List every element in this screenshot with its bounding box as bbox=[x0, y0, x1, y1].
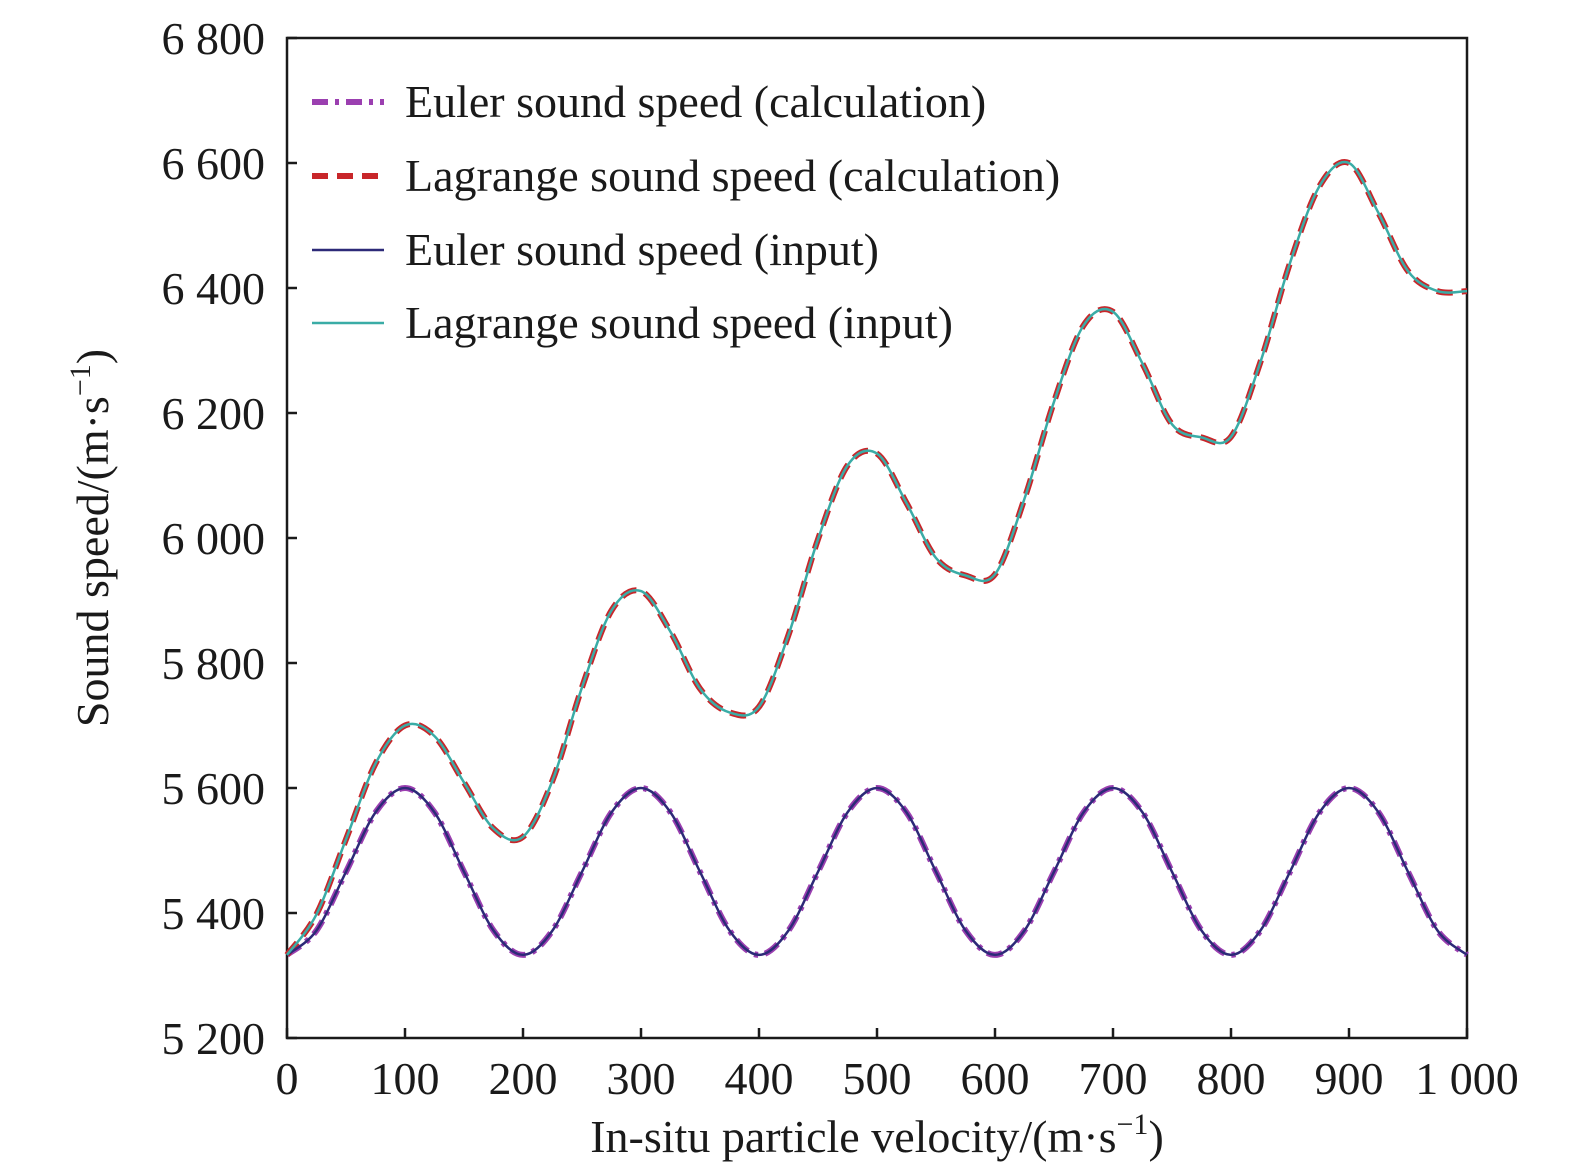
legend-label-4: Lagrange sound speed (input) bbox=[405, 297, 953, 348]
x-axis-title: In-situ particle velocity/(m·s−1) bbox=[590, 1108, 1164, 1162]
y-tick-label: 6 800 bbox=[162, 13, 266, 64]
series-line-3 bbox=[286, 786, 1468, 957]
x-tick-label: 200 bbox=[489, 1053, 558, 1104]
x-tick-label: 600 bbox=[961, 1053, 1030, 1104]
series-line-2 bbox=[284, 159, 1468, 957]
y-axis-title: Sound speed/(m·s−1) bbox=[64, 349, 118, 727]
x-tick-label: 300 bbox=[607, 1053, 676, 1104]
y-tick-label: 5 200 bbox=[162, 1013, 266, 1064]
x-axis: 0 100 200 300 400 500 600 700 800 900 1 000 bbox=[276, 1028, 1519, 1104]
x-tick-label: 0 bbox=[276, 1053, 299, 1104]
y-tick-label: 6 600 bbox=[162, 138, 266, 189]
legend-label-3: Euler sound speed (input) bbox=[405, 224, 879, 275]
y-tick-label: 5 600 bbox=[162, 763, 266, 814]
x-tick-label: 400 bbox=[725, 1053, 794, 1104]
y-tick-label: 6 200 bbox=[162, 388, 266, 439]
x-tick-label: 100 bbox=[371, 1053, 440, 1104]
x-tick-label: 700 bbox=[1079, 1053, 1148, 1104]
legend-label-2: Lagrange sound speed (calculation) bbox=[405, 150, 1060, 201]
x-tick-label: 500 bbox=[843, 1053, 912, 1104]
legend-label-1: Euler sound speed (calculation) bbox=[405, 76, 986, 127]
x-tick-label: 1 000 bbox=[1415, 1053, 1519, 1104]
y-axis: 5 200 5 400 5 600 5 800 6 000 6 200 6 400 6 600… bbox=[162, 13, 297, 1064]
y-tick-label: 5 800 bbox=[162, 638, 266, 689]
y-tick-label: 6 000 bbox=[162, 513, 266, 564]
legend: Euler sound speed (calculation) Lagrange … bbox=[312, 76, 1060, 348]
x-tick-label: 900 bbox=[1315, 1053, 1384, 1104]
y-tick-label: 5 400 bbox=[162, 888, 266, 939]
series-line-4 bbox=[285, 160, 1468, 956]
x-tick-label: 800 bbox=[1197, 1053, 1266, 1104]
y-tick-label: 6 400 bbox=[162, 263, 266, 314]
series-layer bbox=[284, 159, 1469, 958]
